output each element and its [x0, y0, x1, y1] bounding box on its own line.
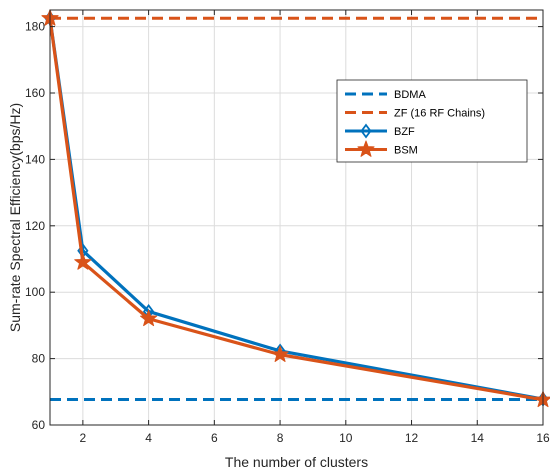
- x-tick-label: 14: [471, 431, 485, 445]
- x-tick-label: 6: [211, 431, 218, 445]
- x-tick-label: 10: [339, 431, 353, 445]
- y-tick-label: 120: [25, 219, 45, 233]
- legend-label-bdma: BDMA: [394, 89, 426, 101]
- series: [41, 9, 550, 408]
- data-point-bsm: [140, 309, 158, 327]
- x-tick-label: 8: [277, 431, 284, 445]
- plot-area-frame: [49, 9, 544, 426]
- x-axis-label: The number of clusters: [225, 454, 368, 470]
- y-tick-label: 80: [32, 352, 46, 366]
- legend-marker-bzf: [360, 123, 372, 139]
- y-tick-label: 140: [25, 152, 45, 166]
- y-tick-label: 60: [32, 418, 46, 432]
- legend-label-zf-16-rf-chains: ZF (16 RF Chains): [394, 108, 485, 120]
- legend-marker-bsm: [357, 140, 375, 157]
- x-tick-label: 16: [536, 431, 550, 445]
- data-point-bsm: [74, 253, 92, 270]
- axis-ticks: 2 4 6 8 10 12 14 16 60 80 100 120 140 160 180: [25, 10, 550, 445]
- x-tick-label: 2: [80, 431, 87, 445]
- y-tick-label: 160: [25, 86, 45, 100]
- legend-label-bzf: BZF: [394, 126, 415, 138]
- data-point-bsm: [271, 345, 289, 362]
- x-tick-label: 4: [145, 431, 152, 445]
- y-tick-label: 100: [25, 285, 45, 299]
- x-tick-label: 12: [405, 431, 419, 445]
- legend-label-bsm: BSM: [394, 145, 418, 157]
- legend: BDMA ZF (16 RF Chains) BZF BSM: [336, 79, 528, 163]
- y-axis-label: Sum-rate Spectral Efficiency(bps/Hz): [7, 103, 23, 332]
- y-tick-label: 180: [25, 20, 45, 34]
